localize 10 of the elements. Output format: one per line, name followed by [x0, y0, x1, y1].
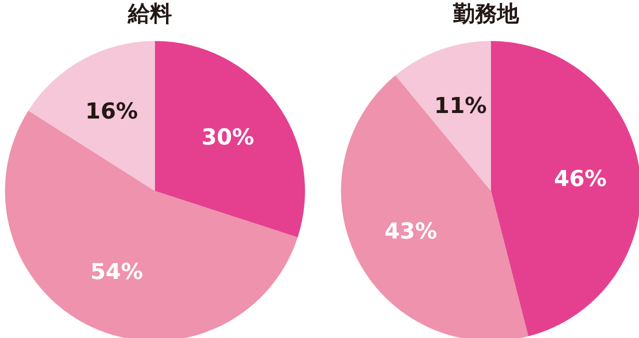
pie-slice [155, 41, 305, 238]
chart-title: 勤務地 [452, 1, 520, 29]
pie-slice [28, 41, 155, 191]
data-label: 43% [384, 219, 438, 244]
data-label: 54% [90, 260, 144, 285]
data-label: 30% [201, 126, 254, 151]
chart-title: 給料 [126, 1, 173, 29]
data-label: 46% [554, 167, 607, 192]
data-label: 11% [434, 94, 487, 119]
data-label: 16% [85, 100, 138, 125]
